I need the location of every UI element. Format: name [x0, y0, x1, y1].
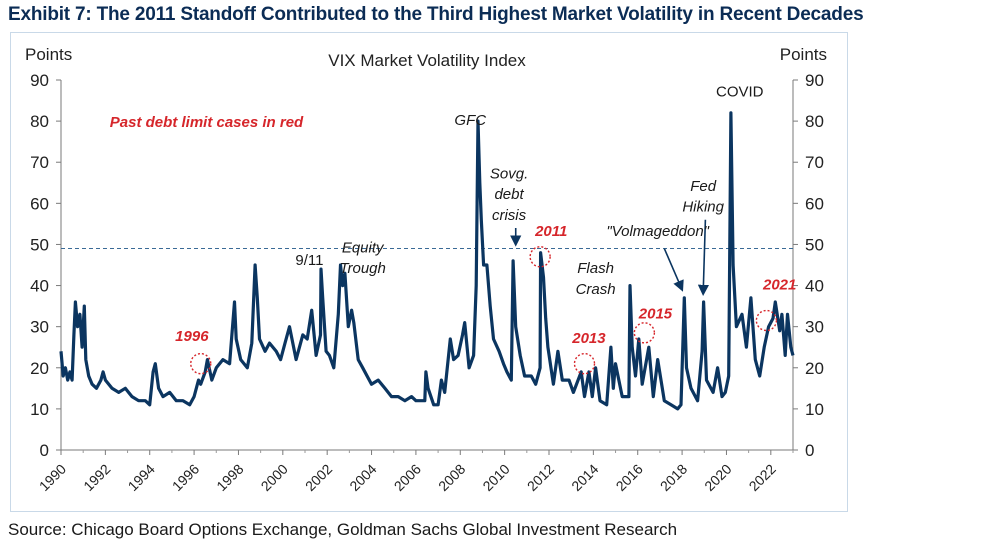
chart-title: VIX Market Volatility Index [328, 51, 526, 70]
x-tick-label: 2002 [302, 461, 335, 494]
debt-limit-year-label: 1996 [175, 328, 209, 345]
debt-limit-circle [529, 246, 551, 268]
x-tick-label: 2022 [746, 461, 779, 494]
event-annotation: Fed [690, 178, 717, 195]
x-tick-label: 2000 [258, 461, 291, 494]
x-tick-label: 2012 [524, 461, 557, 494]
y-tick-label-right: 50 [805, 235, 824, 254]
x-tick-label: 2018 [657, 461, 690, 494]
vix-line-chart: VIX Market Volatility Index Points Points 0… [25, 45, 827, 494]
x-tick-label: 2004 [346, 461, 379, 494]
x-tick-label: 2020 [701, 461, 734, 494]
debt-limit-circle [755, 309, 778, 332]
x-tick-label: 1996 [169, 461, 202, 494]
debt-limit-circle [190, 352, 212, 375]
y-tick-label-left: 70 [30, 153, 49, 172]
y-tick-label-left: 40 [30, 277, 49, 296]
debt-limit-year-label: 2011 [534, 223, 567, 240]
y-tick-label-right: 40 [805, 277, 824, 296]
event-annotation: Equity [342, 240, 385, 257]
event-annotation: GFC [454, 112, 486, 129]
x-tick-label: 2010 [479, 461, 512, 494]
x-tick-label: 2008 [435, 461, 468, 494]
debt-limit-year-label: 2015 [638, 305, 673, 322]
event-annotation: crisis [492, 207, 527, 224]
chart-frame: VIX Market Volatility Index Points Points 0… [10, 32, 848, 512]
vix-series-line [59, 111, 795, 411]
debt-limit-note: Past debt limit cases in red [110, 114, 304, 131]
y-tick-label-right: 80 [805, 112, 824, 131]
y-tick-label-left: 60 [30, 194, 49, 213]
x-tick-label: 1994 [125, 461, 158, 494]
annotation-arrow [697, 219, 710, 297]
debt-limit-circle [573, 352, 596, 375]
event-annotation: Crash [576, 281, 616, 298]
debt-limit-year-label: 2021 [762, 277, 796, 294]
y-tick-label-left: 80 [30, 112, 49, 131]
event-annotation: Trough [339, 260, 385, 277]
x-tick-label: 2016 [613, 461, 646, 494]
source-note: Source: Chicago Board Options Exchange, … [8, 520, 678, 539]
event-annotation: Sovg. [490, 166, 528, 183]
y-axis-left-label: Points [25, 45, 72, 64]
y-tick-label-left: 30 [30, 318, 49, 337]
debt-limit-year-label: 2013 [571, 330, 606, 347]
y-tick-label-left: 90 [30, 71, 49, 90]
debt-limit-circle [633, 322, 656, 344]
y-tick-label-right: 70 [805, 153, 824, 172]
event-annotation: Flash [577, 260, 614, 277]
event-annotation: Hiking [682, 199, 724, 216]
x-tick-label: 1992 [80, 461, 113, 494]
y-tick-label-left: 20 [30, 359, 49, 378]
y-tick-label-right: 10 [805, 400, 824, 419]
y-tick-label-right: 0 [805, 441, 814, 460]
y-tick-label-left: 0 [40, 441, 49, 460]
y-tick-label-left: 50 [30, 235, 49, 254]
exhibit-title: Exhibit 7: The 2011 Standoff Contributed… [8, 4, 864, 25]
event-annotation: "Volmageddon" [606, 223, 709, 240]
y-axis-right-label: Points [780, 45, 827, 64]
x-tick-label: 2014 [568, 461, 601, 494]
x-tick-label: 1990 [36, 461, 69, 494]
event-annotation: 9/11 [295, 252, 323, 269]
y-tick-label-right: 30 [805, 318, 824, 337]
y-tick-label-right: 20 [805, 359, 824, 378]
y-tick-label-right: 90 [805, 71, 824, 90]
x-tick-label: 1998 [213, 461, 246, 494]
y-tick-label-left: 10 [30, 400, 49, 419]
event-annotation: COVID [716, 83, 764, 100]
y-tick-label-right: 60 [805, 194, 824, 213]
x-tick-label: 2006 [391, 461, 424, 494]
annotation-arrow [663, 248, 684, 292]
event-annotation: debt [494, 186, 524, 203]
